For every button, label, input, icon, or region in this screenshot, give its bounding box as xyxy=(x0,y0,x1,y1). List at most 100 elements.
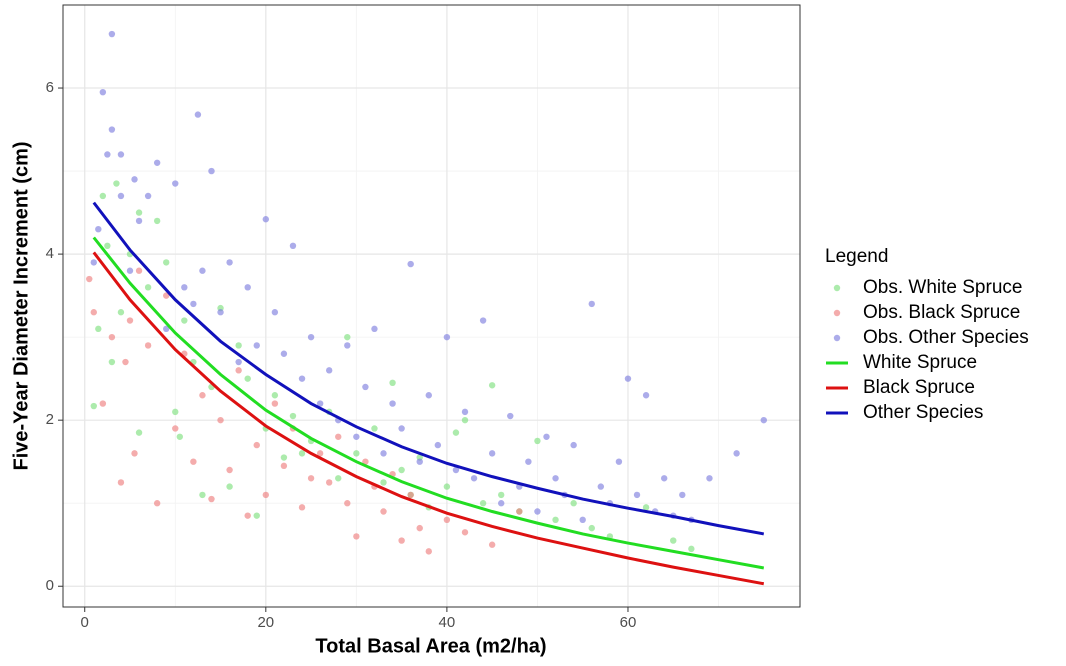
x-tick-label: 0 xyxy=(81,614,89,631)
y-tick-label: 6 xyxy=(46,79,54,96)
x-tick-label: 40 xyxy=(439,614,456,631)
point xyxy=(108,333,116,341)
point xyxy=(371,425,378,432)
legend-title: Legend xyxy=(825,246,888,267)
point xyxy=(244,512,251,519)
point xyxy=(488,541,496,548)
point xyxy=(262,216,270,223)
point xyxy=(199,392,206,399)
point xyxy=(163,292,170,299)
point xyxy=(90,402,97,410)
point xyxy=(135,217,143,225)
legend-marker xyxy=(833,334,841,342)
point xyxy=(122,358,129,366)
point xyxy=(199,267,206,274)
point xyxy=(670,537,677,544)
point xyxy=(479,317,487,324)
point xyxy=(642,504,650,511)
fit-line xyxy=(92,236,765,570)
point xyxy=(208,495,215,503)
x-axis-title: Total Basal Area (m2/ha) xyxy=(315,635,546,657)
point xyxy=(280,350,288,357)
point xyxy=(95,225,102,233)
point xyxy=(271,400,279,407)
point xyxy=(371,325,378,333)
point xyxy=(479,500,487,507)
point xyxy=(172,408,179,416)
point xyxy=(298,375,306,382)
point xyxy=(579,516,586,524)
legend-marker xyxy=(833,284,841,292)
point xyxy=(194,111,202,118)
point xyxy=(733,450,740,457)
fit-line xyxy=(92,201,765,536)
point xyxy=(380,450,387,457)
legend-label: Obs. Black Spruce xyxy=(863,302,1020,323)
point xyxy=(307,475,315,482)
point xyxy=(253,342,260,349)
point xyxy=(525,458,532,465)
point xyxy=(117,479,125,486)
point xyxy=(325,479,333,486)
point xyxy=(344,342,351,349)
point xyxy=(113,180,120,187)
point xyxy=(172,180,179,187)
point xyxy=(588,300,595,308)
point xyxy=(597,483,605,490)
point xyxy=(135,429,143,436)
point xyxy=(543,433,550,440)
point xyxy=(153,159,161,166)
point xyxy=(253,512,260,519)
point xyxy=(325,367,333,374)
point xyxy=(280,462,288,470)
point xyxy=(624,375,632,382)
point xyxy=(344,333,351,341)
point xyxy=(217,416,224,424)
point xyxy=(298,504,306,511)
point xyxy=(217,309,224,316)
point xyxy=(199,491,206,499)
point xyxy=(190,300,197,308)
point xyxy=(316,450,324,457)
point xyxy=(181,284,188,291)
y-tick-label: 4 xyxy=(46,245,54,262)
point xyxy=(99,400,107,407)
point xyxy=(280,454,288,461)
point xyxy=(307,333,315,341)
point xyxy=(126,267,134,274)
legend-marker xyxy=(833,309,841,317)
point xyxy=(190,458,197,465)
point xyxy=(362,383,369,391)
point xyxy=(104,242,111,249)
point xyxy=(407,491,414,499)
point xyxy=(425,548,432,555)
point xyxy=(452,429,460,436)
point xyxy=(176,433,183,440)
point xyxy=(289,242,297,249)
point xyxy=(353,533,360,540)
point xyxy=(443,333,451,341)
point xyxy=(253,441,260,449)
point xyxy=(163,259,170,266)
point xyxy=(226,466,233,474)
point xyxy=(131,450,138,457)
point xyxy=(380,479,387,486)
point xyxy=(117,309,125,316)
point xyxy=(86,275,93,283)
y-tick-label: 2 xyxy=(46,411,54,428)
point xyxy=(117,192,125,200)
point xyxy=(642,392,650,399)
point xyxy=(90,309,97,316)
point xyxy=(443,516,451,524)
point xyxy=(235,367,242,374)
point xyxy=(104,151,111,158)
point xyxy=(271,309,279,316)
point xyxy=(706,475,713,482)
plot-border xyxy=(62,4,801,608)
point xyxy=(344,500,351,507)
point xyxy=(615,458,623,465)
legend-label: Other Species xyxy=(863,402,983,423)
point xyxy=(117,151,125,158)
point xyxy=(488,382,496,389)
point xyxy=(398,466,405,474)
